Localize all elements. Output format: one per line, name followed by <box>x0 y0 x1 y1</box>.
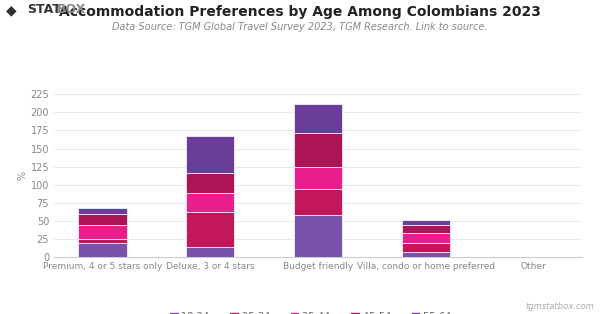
Text: tgmstatbox.com: tgmstatbox.com <box>525 302 594 311</box>
Bar <box>78 243 127 257</box>
Bar <box>294 133 342 167</box>
Bar <box>401 225 450 233</box>
Bar <box>401 233 450 243</box>
Bar <box>186 136 235 173</box>
Text: BOX: BOX <box>57 3 86 16</box>
Bar <box>186 246 235 257</box>
Bar <box>78 239 127 243</box>
Y-axis label: %: % <box>17 171 28 181</box>
Bar <box>294 189 342 215</box>
Bar <box>78 225 127 239</box>
Text: Data Source: TGM Global Travel Survey 2023, TGM Research. Link to source.: Data Source: TGM Global Travel Survey 20… <box>112 22 488 32</box>
Bar <box>78 214 127 225</box>
Bar <box>186 193 235 213</box>
Bar <box>401 252 450 257</box>
Bar <box>294 104 342 133</box>
Text: ◆: ◆ <box>6 3 17 17</box>
Bar <box>78 208 127 214</box>
Text: STAT: STAT <box>27 3 61 16</box>
Bar <box>186 213 235 246</box>
Bar <box>294 167 342 189</box>
Bar <box>294 215 342 257</box>
Bar <box>401 220 450 225</box>
Bar <box>401 243 450 252</box>
Legend: 18-24 yo, 25-34 yo, 35-44 yo, 45-54 yo, 55-64 yo: 18-24 yo, 25-34 yo, 35-44 yo, 45-54 yo, … <box>166 308 470 314</box>
Bar <box>186 173 235 193</box>
Text: Accommodation Preferences by Age Among Colombians 2023: Accommodation Preferences by Age Among C… <box>59 5 541 19</box>
